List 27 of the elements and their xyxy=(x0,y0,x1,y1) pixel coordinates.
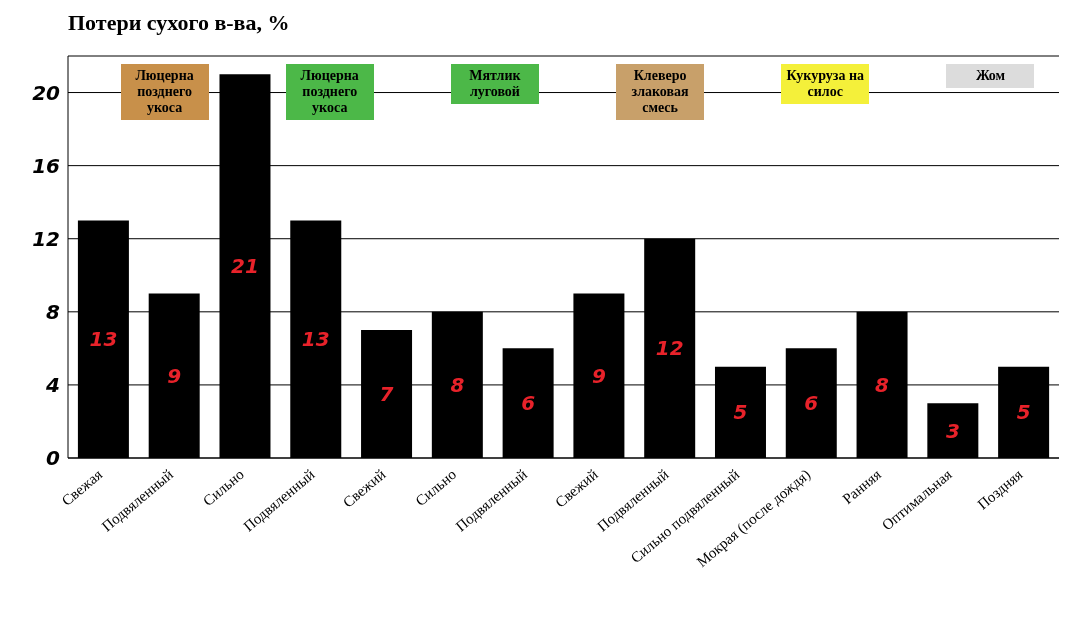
y-tick-label: 8 xyxy=(46,299,61,324)
data-label: 6 xyxy=(521,391,536,416)
y-tick-label: 0 xyxy=(46,446,61,471)
data-label: 9 xyxy=(591,363,606,388)
y-tick-label: 16 xyxy=(32,153,61,178)
y-tick-label: 12 xyxy=(32,226,60,251)
group-label: Мятлик луговой xyxy=(450,64,539,104)
data-label: 8 xyxy=(875,373,890,398)
group-label: Люцерна позднего укоса xyxy=(120,64,209,120)
group-label: Жом xyxy=(946,64,1035,88)
chart-title: Потери сухого в-ва, % xyxy=(68,10,290,36)
group-label: Люцерна позднего укоса xyxy=(285,64,374,120)
data-label: 5 xyxy=(1016,400,1031,425)
data-label: 12 xyxy=(655,336,684,361)
y-tick-label: 20 xyxy=(32,80,61,105)
data-label: 6 xyxy=(804,391,819,416)
data-label: 13 xyxy=(301,327,330,352)
y-tick-label: 4 xyxy=(45,373,60,398)
data-label: 8 xyxy=(450,373,465,398)
data-label: 9 xyxy=(167,363,182,388)
data-label: 5 xyxy=(733,400,748,425)
data-label: 7 xyxy=(379,382,394,407)
data-label: 3 xyxy=(945,418,960,443)
data-label: 21 xyxy=(231,254,259,279)
group-label: Клеверо злаковая смесь xyxy=(616,64,705,120)
group-label: Кукуруза на силос xyxy=(781,64,870,104)
data-label: 13 xyxy=(89,327,118,352)
